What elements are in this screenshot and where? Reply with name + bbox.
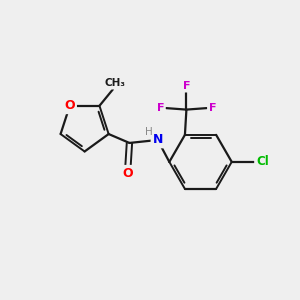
Text: O: O — [123, 167, 133, 180]
Text: CH₃: CH₃ — [105, 78, 126, 88]
Text: Cl: Cl — [256, 155, 269, 168]
Text: O: O — [64, 99, 75, 112]
Text: F: F — [209, 103, 216, 113]
Text: H: H — [146, 127, 153, 137]
Text: N: N — [152, 134, 163, 146]
Text: F: F — [183, 81, 190, 91]
Text: F: F — [157, 103, 164, 113]
